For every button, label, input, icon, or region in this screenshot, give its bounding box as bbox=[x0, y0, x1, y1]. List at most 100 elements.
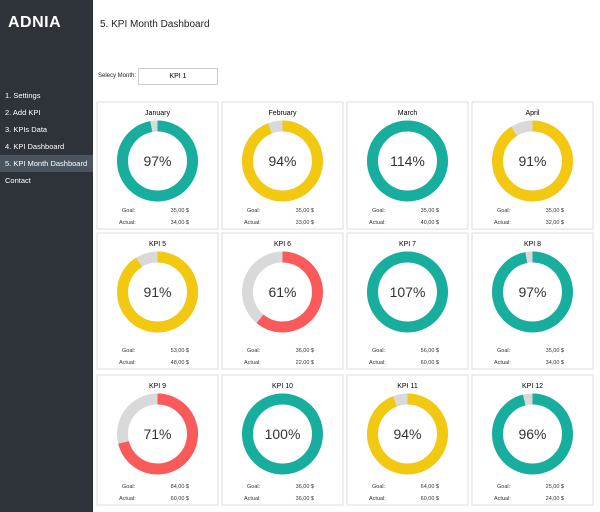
card-title: KPI 7 bbox=[399, 241, 416, 248]
donut-label: 100% bbox=[265, 426, 301, 442]
menu-item[interactable]: 5. KPI Month Dashboard bbox=[0, 155, 93, 172]
card-title: KPI 12 bbox=[522, 383, 543, 390]
donut-arc bbox=[367, 251, 448, 333]
card-title: April bbox=[525, 110, 539, 117]
actual-value: 40,00 $ bbox=[421, 220, 439, 226]
logo-text: ADNIA bbox=[8, 14, 62, 31]
donut-arc bbox=[492, 120, 573, 202]
logo: ADNIA bbox=[8, 14, 61, 32]
goal-label: Goal: bbox=[372, 348, 386, 354]
card-title: KPI 8 bbox=[524, 241, 541, 248]
actual-label: Actual: bbox=[244, 220, 261, 226]
actual-label: Actual: bbox=[494, 360, 511, 366]
selector-label: Selecy Month: bbox=[98, 73, 137, 79]
goal-value: 53,00 $ bbox=[171, 348, 189, 354]
goal-value: 64,00 $ bbox=[421, 484, 439, 490]
goal-value: 36,00 $ bbox=[296, 484, 314, 490]
goal-label: Goal: bbox=[372, 208, 386, 214]
actual-value: 34,00 $ bbox=[546, 360, 564, 366]
donut-label: 61% bbox=[268, 284, 296, 300]
actual-value: 22,00 $ bbox=[296, 360, 314, 366]
goal-label: Goal: bbox=[497, 348, 511, 354]
card-title: KPI 6 bbox=[274, 241, 291, 248]
actual-value: 34,00 $ bbox=[171, 220, 189, 226]
donut-arc bbox=[242, 393, 323, 475]
actual-label: Actual: bbox=[369, 220, 386, 226]
actual-value: 32,00 $ bbox=[546, 220, 564, 226]
donut-arc bbox=[242, 251, 323, 333]
donut-label: 107% bbox=[390, 284, 426, 300]
goal-label: Goal: bbox=[122, 348, 136, 354]
card-title: February bbox=[268, 110, 297, 117]
donut-label: 91% bbox=[518, 153, 546, 169]
actual-value: 60,00 $ bbox=[171, 496, 189, 502]
card-title: January bbox=[145, 110, 170, 117]
actual-value: 60,00 $ bbox=[421, 496, 439, 502]
donut-label: 97% bbox=[143, 153, 171, 169]
actual-value: 48,00 $ bbox=[171, 360, 189, 366]
selector[interactable]: KPI 1 bbox=[138, 68, 218, 85]
goal-value: 35,00 $ bbox=[171, 208, 189, 214]
goal-value: 36,00 $ bbox=[296, 348, 314, 354]
card bbox=[96, 374, 219, 506]
card bbox=[346, 101, 469, 230]
menu-item[interactable]: 4. KPI Dashboard bbox=[5, 142, 65, 151]
card-title: KPI 11 bbox=[397, 383, 418, 390]
page-title: 5. KPI Month Dashboard bbox=[100, 19, 210, 30]
donut-arc bbox=[367, 393, 448, 475]
menu-item[interactable]: 1. Settings bbox=[5, 91, 41, 100]
menu-item[interactable]: 3. KPIs Data bbox=[5, 125, 48, 134]
donut-arc bbox=[492, 251, 573, 333]
goal-label: Goal: bbox=[247, 348, 261, 354]
donut-label: 97% bbox=[518, 284, 546, 300]
card-title: KPI 5 bbox=[149, 241, 166, 248]
goal-value: 35,00 $ bbox=[546, 348, 564, 354]
actual-label: Actual: bbox=[244, 496, 261, 502]
goal-label: Goal: bbox=[247, 208, 261, 214]
goal-value: 35,00 $ bbox=[421, 208, 439, 214]
actual-label: Actual: bbox=[119, 220, 136, 226]
donut-arc bbox=[117, 120, 198, 202]
donut-label: 91% bbox=[143, 284, 171, 300]
actual-value: 33,00 $ bbox=[296, 220, 314, 226]
donut-label: 96% bbox=[518, 426, 546, 442]
donut-arc bbox=[367, 120, 448, 202]
donut-arc bbox=[242, 120, 323, 202]
actual-label: Actual: bbox=[369, 360, 386, 366]
goal-value: 84,00 $ bbox=[171, 484, 189, 490]
donut-arc bbox=[492, 393, 573, 475]
actual-label: Actual: bbox=[119, 360, 136, 366]
goal-label: Goal: bbox=[372, 484, 386, 490]
goal-label: Goal: bbox=[497, 484, 511, 490]
actual-value: 36,00 $ bbox=[296, 496, 314, 502]
goal-label: Goal: bbox=[122, 484, 136, 490]
actual-label: Actual: bbox=[244, 360, 261, 366]
goal-label: Goal: bbox=[247, 484, 261, 490]
sidebar: ADNIA 1. Settings 2. Add KPI 3. KPIs Data 4… bbox=[0, 0, 93, 512]
goal-value: 56,00 $ bbox=[421, 348, 439, 354]
goal-label: Goal: bbox=[497, 208, 511, 214]
donut-label: 71% bbox=[143, 426, 171, 442]
actual-label: Actual: bbox=[494, 496, 511, 502]
actual-label: Actual: bbox=[494, 220, 511, 226]
goal-value: 35,00 $ bbox=[296, 208, 314, 214]
donut-arc bbox=[117, 251, 198, 333]
actual-value: 60,00 $ bbox=[421, 360, 439, 366]
donut-label: 94% bbox=[393, 426, 421, 442]
donut-arc bbox=[117, 393, 198, 475]
donut-label: 94% bbox=[268, 153, 296, 169]
card-title: KPI 9 bbox=[149, 383, 166, 390]
card-title: March bbox=[398, 110, 418, 117]
goal-value: 25,00 $ bbox=[546, 484, 564, 490]
menu-item[interactable]: Contact bbox=[5, 176, 31, 185]
goal-value: 35,00 $ bbox=[546, 208, 564, 214]
actual-label: Actual: bbox=[119, 496, 136, 502]
actual-label: Actual: bbox=[369, 496, 386, 502]
donut-label: 114% bbox=[390, 153, 425, 169]
goal-label: Goal: bbox=[122, 208, 136, 214]
card-title: KPI 10 bbox=[272, 383, 293, 390]
actual-value: 24,00 $ bbox=[546, 496, 564, 502]
menu-item[interactable]: 2. Add KPI bbox=[5, 108, 41, 117]
